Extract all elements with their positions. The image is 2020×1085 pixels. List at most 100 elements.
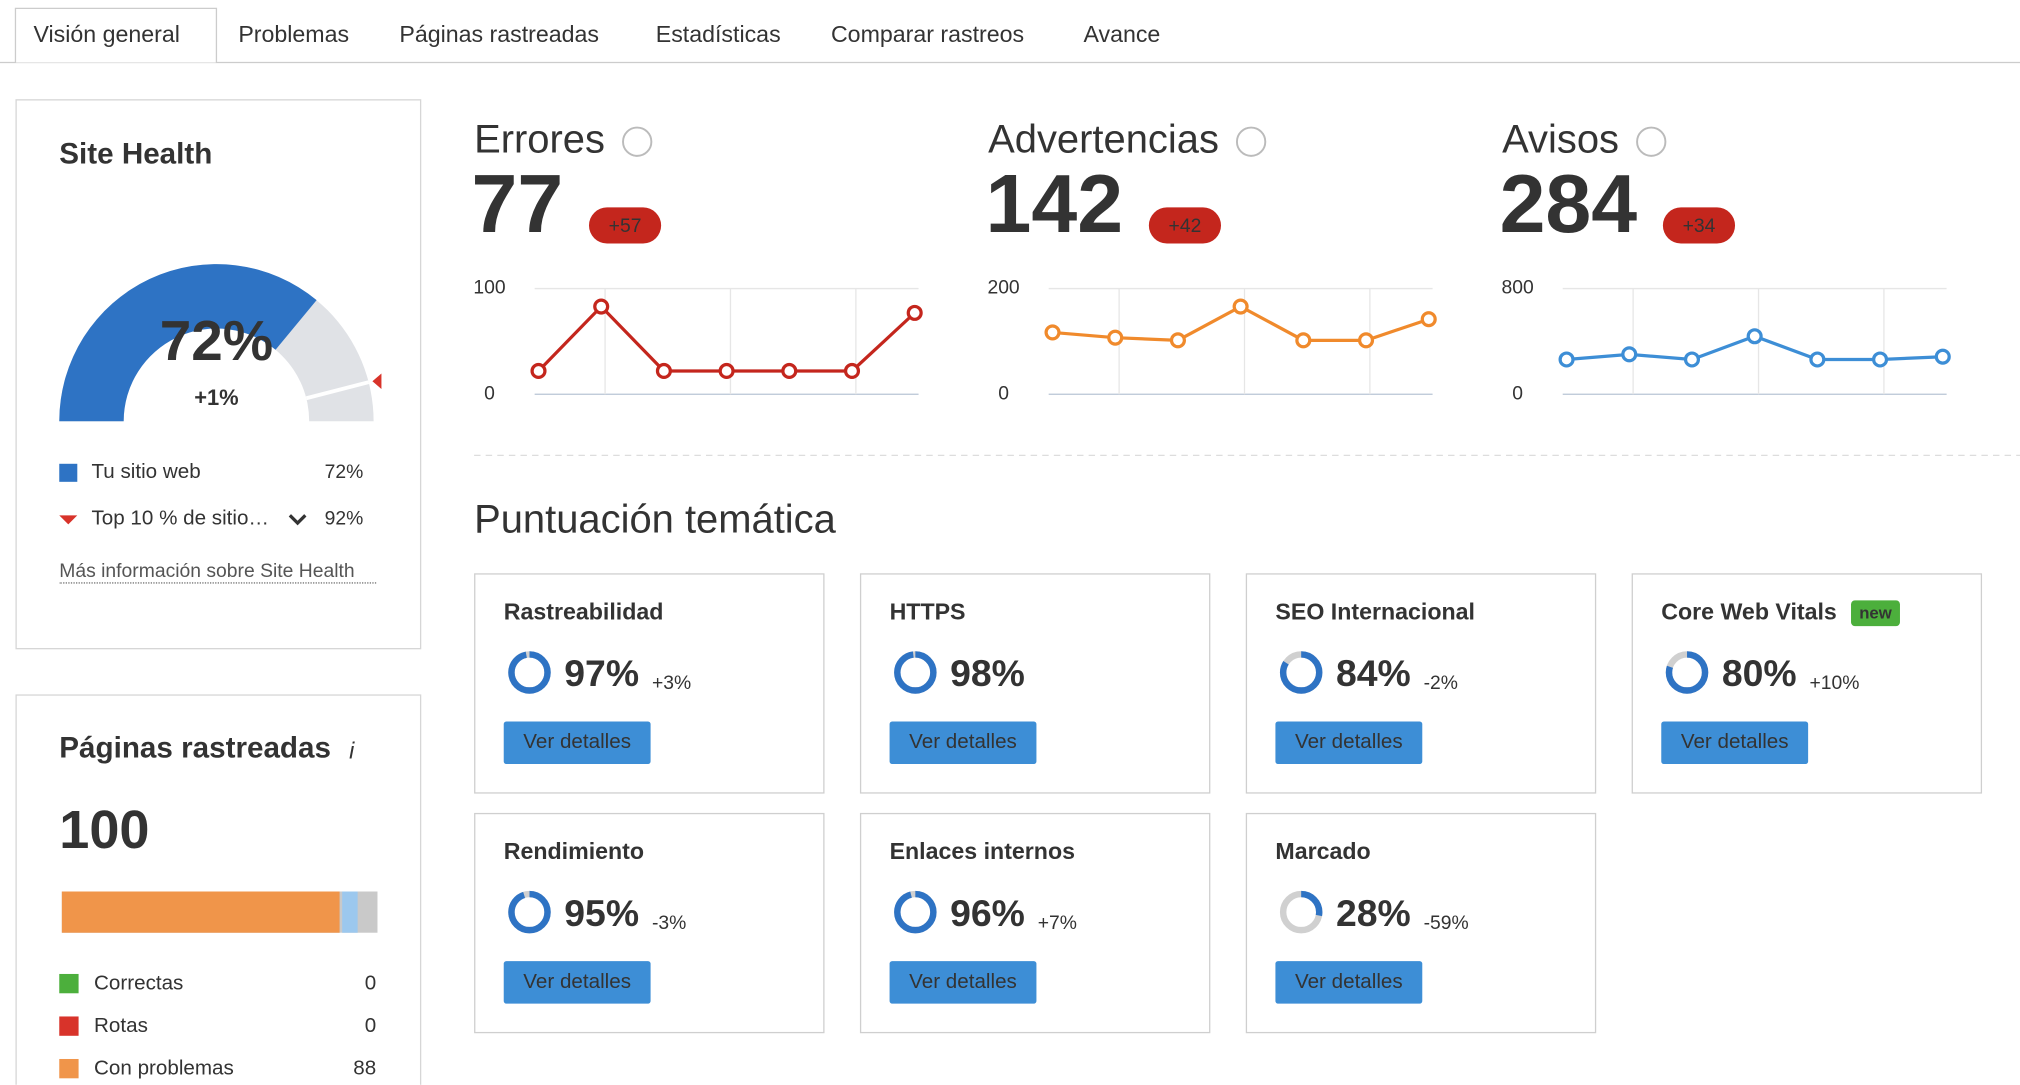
- card-change: -2%: [1424, 673, 1458, 694]
- metric-value: 77: [472, 158, 564, 250]
- change-badge-label: +42: [1169, 216, 1202, 237]
- trend-point: [530, 362, 547, 380]
- card-title: SEO Internacional: [1275, 598, 1475, 624]
- legend-label: Tu sitio web: [91, 460, 200, 483]
- card-score: 84%: [1336, 652, 1411, 694]
- trend-point: [843, 362, 861, 380]
- crawled-total: 100: [59, 800, 149, 860]
- y-tick-label: 800: [1502, 278, 1534, 299]
- details-button[interactable]: [1661, 721, 1809, 764]
- details-button-label[interactable]: Ver detalles: [909, 970, 1017, 993]
- gauge-change: +1%: [194, 385, 238, 410]
- change-badge: [1662, 207, 1736, 244]
- legend-value: 72%: [325, 462, 364, 483]
- tab[interactable]: Visión general: [33, 21, 179, 47]
- details-button[interactable]: [1275, 961, 1423, 1004]
- info-icon: i: [349, 737, 355, 763]
- legend-label: Top 10 % de sitio…: [91, 507, 269, 530]
- donut-value: [894, 890, 937, 934]
- bar-segment: [61, 891, 340, 933]
- legend-value[interactable]: 0: [365, 972, 376, 995]
- card-change: -59%: [1424, 913, 1469, 934]
- trend-point: [1746, 328, 1763, 345]
- details-button-label[interactable]: Ver detalles: [909, 730, 1017, 753]
- gauge-value: [59, 264, 317, 422]
- y-tick-label: 200: [987, 278, 1019, 299]
- metric-title: Advertencias: [988, 117, 1219, 161]
- card-change: +7%: [1038, 913, 1077, 934]
- card-title: Marcado: [1275, 838, 1370, 864]
- trend-line: [537, 304, 916, 373]
- details-button-label[interactable]: Ver detalles: [1295, 730, 1403, 753]
- legend-label: Correctas: [94, 972, 183, 995]
- card-score: 98%: [950, 652, 1025, 694]
- legend-swatch: [59, 463, 78, 482]
- panel: [15, 694, 422, 1085]
- tab[interactable]: Estadísticas: [656, 21, 781, 47]
- card-score: 28%: [1336, 892, 1411, 934]
- legend-marker: [59, 515, 78, 525]
- card-change: +10%: [1809, 673, 1859, 694]
- legend-value[interactable]: 0: [365, 1014, 376, 1037]
- donut-value: [894, 651, 937, 694]
- card-score: 80%: [1722, 652, 1797, 694]
- trend-point: [1809, 351, 1826, 368]
- card-title: HTTPS: [890, 598, 966, 624]
- info-icon: [622, 126, 653, 157]
- details-button-label[interactable]: Ver detalles: [1681, 730, 1789, 753]
- trend-point: [1107, 329, 1124, 346]
- y-tick-label: 0: [484, 383, 495, 404]
- y-tick-label: 0: [998, 383, 1009, 404]
- legend-label: Rotas: [94, 1014, 148, 1037]
- details-button[interactable]: [503, 721, 651, 764]
- trend-point: [906, 304, 923, 321]
- details-button-label[interactable]: Ver detalles: [523, 730, 631, 753]
- trend-point: [1044, 324, 1061, 341]
- tab[interactable]: Comparar rastreos: [831, 21, 1024, 47]
- trend-point: [1295, 332, 1312, 349]
- legend-value[interactable]: 88: [353, 1057, 376, 1080]
- card-score: 97%: [564, 652, 639, 694]
- card-score: 96%: [950, 892, 1025, 934]
- details-button[interactable]: [503, 961, 651, 1004]
- metric-title: Errores: [474, 117, 605, 161]
- tab[interactable]: Problemas: [238, 21, 349, 47]
- tab[interactable]: Páginas rastreadas: [399, 21, 599, 47]
- metric-value: 284: [1500, 158, 1638, 250]
- trend-point: [1232, 298, 1249, 315]
- details-button[interactable]: [1275, 721, 1423, 764]
- dropdown-chevron[interactable]: [288, 514, 307, 526]
- more-info-link[interactable]: Más información sobre Site Health: [59, 560, 377, 584]
- trend-point: [781, 362, 798, 380]
- legend-swatch: [59, 1058, 79, 1079]
- change-badge: [1148, 207, 1222, 244]
- y-tick-label: 0: [1512, 383, 1523, 404]
- y-tick-label: 100: [473, 278, 505, 299]
- tab[interactable]: Avance: [1083, 21, 1160, 47]
- trend-point: [1558, 351, 1575, 368]
- details-button[interactable]: [889, 721, 1037, 764]
- gauge-value-label: 72%: [160, 310, 273, 373]
- card-title: Enlaces internos: [890, 838, 1075, 864]
- metric-title: Avisos: [1502, 117, 1619, 161]
- change-badge: [588, 207, 662, 244]
- donut-value: [1665, 651, 1709, 694]
- gauge-top10-line: [305, 380, 370, 401]
- panel-title: Páginas rastreadas: [59, 732, 331, 765]
- details-button-label[interactable]: Ver detalles: [523, 970, 631, 993]
- trend-point: [1621, 346, 1638, 363]
- details-button-label[interactable]: Ver detalles: [1295, 970, 1403, 993]
- trend-point: [655, 362, 672, 380]
- change-badge-label: +57: [609, 216, 642, 237]
- card-score: 95%: [564, 892, 639, 934]
- details-button[interactable]: [889, 961, 1037, 1004]
- trend-point: [1934, 348, 1951, 365]
- trend-point: [718, 362, 735, 380]
- info-icon: [1636, 126, 1667, 157]
- legend-swatch: [59, 1016, 79, 1036]
- donut-value: [508, 890, 551, 934]
- card-title: Rendimiento: [504, 838, 644, 864]
- legend-value: 92%: [325, 508, 364, 529]
